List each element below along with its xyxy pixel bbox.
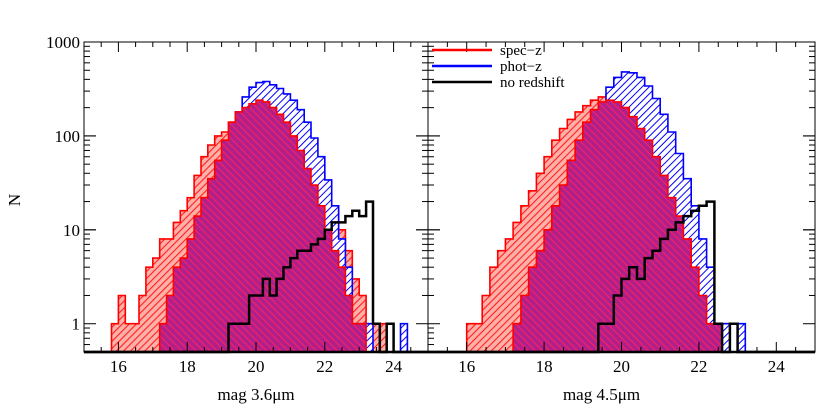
panel-4.5um: 16 18 20 22 24 mag 4.5μm (427, 41, 816, 404)
y-tick-label: 10 (63, 221, 80, 240)
x-axis-label: mag 3.6μm (217, 385, 294, 404)
legend-label: phot−z (500, 59, 542, 75)
x-tick-label: 24 (768, 357, 786, 376)
y-tick-label: 1 (72, 315, 81, 334)
y-tick-label: 1000 (46, 33, 80, 52)
x-tick-label: 24 (385, 357, 403, 376)
x-tick-label: 18 (536, 357, 553, 376)
legend-label: spec−z (500, 43, 542, 59)
x-tick-label: 18 (179, 357, 196, 376)
x-axis-label: mag 4.5μm (563, 385, 640, 404)
x-tick-label: 22 (690, 357, 707, 376)
x-tick-label: 20 (248, 357, 265, 376)
y-tick-label: 100 (55, 127, 81, 146)
x-tick-label: 22 (316, 357, 333, 376)
x-tick-label: 16 (458, 357, 475, 376)
panel-3.6um: 16 18 20 22 24 mag 3.6μm 1 10 100 1000 (46, 33, 429, 404)
y-axis-label: N (5, 194, 24, 206)
x-tick-label: 16 (110, 357, 127, 376)
legend-label: no redshift (500, 75, 565, 91)
histogram-series-spec-z-subset (84, 99, 428, 353)
x-tick-label: 20 (613, 357, 630, 376)
